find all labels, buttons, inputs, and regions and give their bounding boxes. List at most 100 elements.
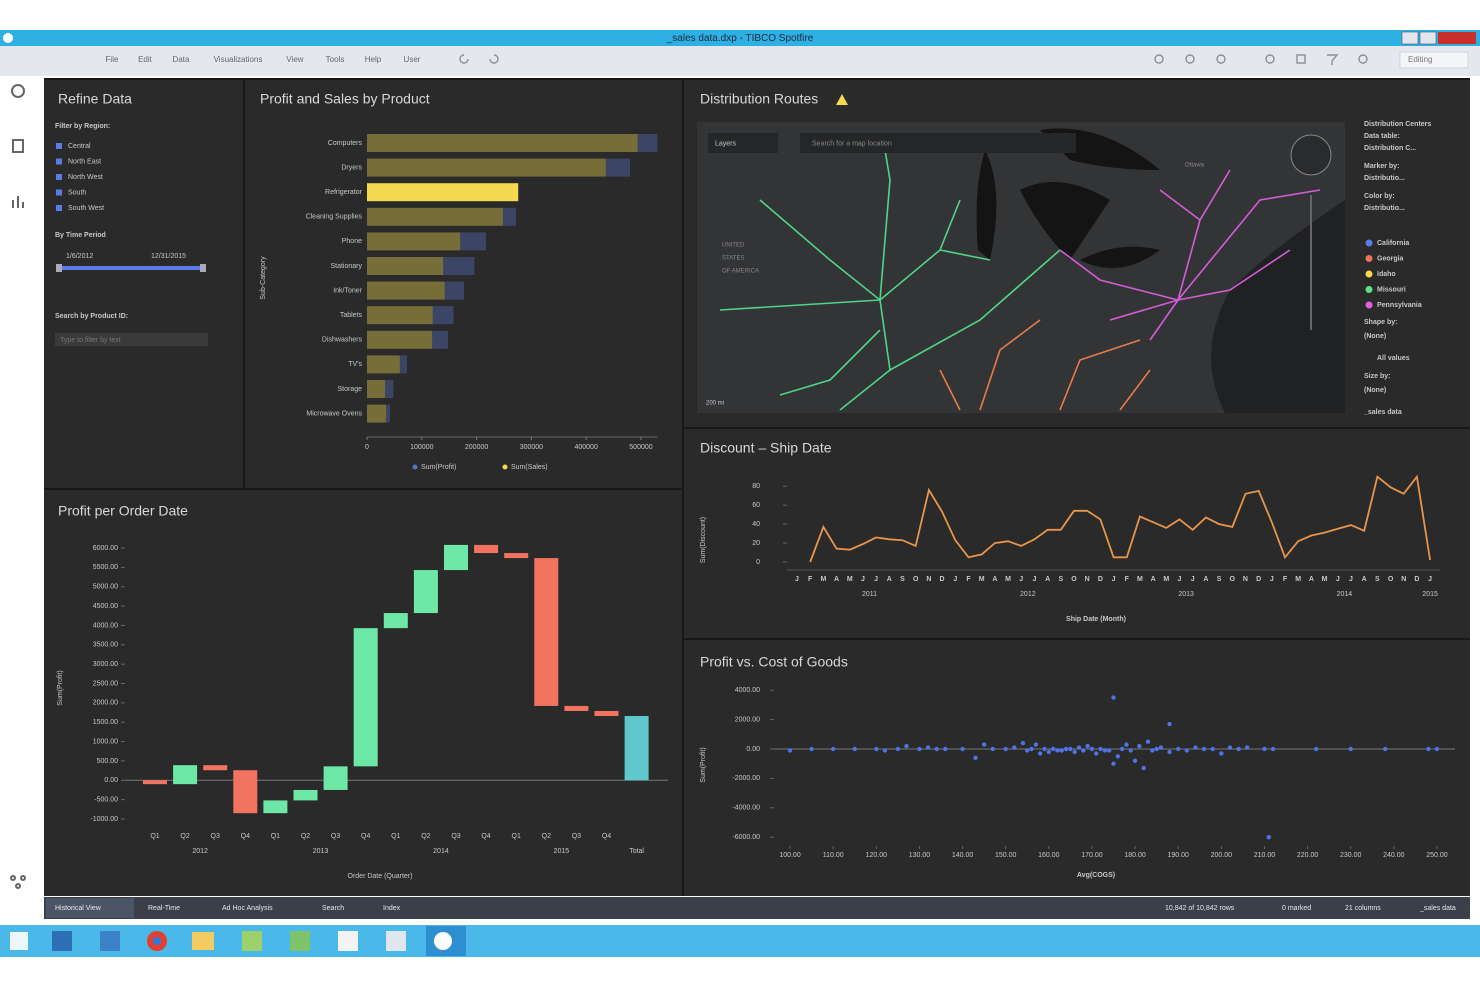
x-group-label: 2011: [862, 591, 877, 598]
side-bar: [0, 76, 40, 926]
tab[interactable]: Real-Time: [148, 905, 180, 912]
x-tick-label: D: [1098, 576, 1103, 583]
scatter-point: [960, 746, 965, 752]
scatter-point: [1081, 748, 1086, 753]
y-tick-label: Dishwashers: [322, 337, 363, 344]
x-tick-label: 240.00: [1383, 852, 1405, 859]
x-tick-label: S: [900, 576, 905, 583]
region-option: North West: [68, 174, 103, 181]
search-input[interactable]: [55, 333, 208, 346]
checkbox[interactable]: [56, 189, 62, 196]
status-item: 21 columns: [1345, 905, 1381, 912]
scatter-point: [1085, 743, 1090, 749]
scatter-point: [1314, 746, 1319, 752]
menu-item[interactable]: Edit: [138, 55, 153, 64]
y-tick-label: TV's: [348, 361, 362, 368]
scatter-point: [981, 742, 987, 747]
mode-dropdown[interactable]: [1399, 51, 1469, 69]
x-tick-label: D: [1256, 576, 1261, 583]
x-tick-label: 100000: [410, 444, 433, 451]
region-option: South West: [68, 205, 104, 212]
checkbox[interactable]: [56, 205, 62, 211]
y-tick-label: -1000.00: [90, 816, 118, 823]
x-tick-label: 180.00: [1124, 852, 1146, 859]
close-button[interactable]: [1438, 32, 1476, 44]
scatter-point: [1154, 746, 1159, 752]
region-option: South: [68, 189, 86, 196]
x-tick-label: 400000: [574, 444, 597, 451]
bar: [203, 765, 228, 771]
slider-handle[interactable]: [200, 264, 206, 272]
line-panel: [684, 429, 1470, 638]
y-tick-label: Storage: [337, 386, 362, 393]
toolbar-icons: [459, 54, 1368, 65]
x-tick-label: 140.00: [952, 852, 974, 859]
slider-handle[interactable]: [56, 264, 62, 272]
axis-label: Sum(Profit): [700, 747, 707, 782]
tab[interactable]: Ad Hoc Analysis: [222, 905, 273, 912]
menu-item[interactable]: Help: [365, 55, 382, 64]
menu-item[interactable]: Data: [173, 55, 190, 64]
y-tick-label: Microwave Ovens: [306, 410, 362, 417]
x-tick-label: N: [1401, 576, 1406, 583]
x-tick-label: J: [1270, 576, 1274, 583]
checkbox[interactable]: [56, 143, 62, 149]
map-search-placeholder: Search for a map location: [812, 140, 892, 147]
tab[interactable]: Historical View: [55, 905, 102, 912]
scatter-point: [830, 746, 836, 752]
scatter-point: [1033, 742, 1039, 747]
bar: [367, 281, 445, 300]
restore-button[interactable]: [1419, 31, 1437, 45]
tab-bar: [44, 897, 1470, 919]
x-tick-label: 0: [365, 444, 369, 451]
bar-panel: [245, 80, 682, 488]
x-group-label: 2013: [313, 848, 329, 855]
tab[interactable]: Index: [383, 905, 401, 912]
x-group-label: 2012: [1020, 591, 1036, 598]
bar: [143, 780, 167, 785]
map-label: STATES: [722, 256, 744, 262]
checkbox[interactable]: [56, 158, 62, 165]
bar: [367, 404, 387, 423]
legend-swatch: [1365, 255, 1373, 262]
scatter-point: [852, 746, 857, 752]
scatter-point: [1119, 746, 1125, 752]
checkbox[interactable]: [56, 174, 62, 180]
scatter-point: [1012, 745, 1017, 750]
bar: [502, 207, 517, 226]
map-routes: [719, 149, 1321, 411]
scatter-point: [787, 748, 793, 753]
x-group-label: 2013: [1178, 591, 1194, 598]
bar: [385, 380, 394, 398]
legend-text: All values: [1377, 355, 1410, 362]
scatter-point: [1098, 746, 1103, 752]
status-item: _sales data: [1419, 905, 1456, 912]
map-search[interactable]: [800, 133, 1076, 153]
scatter-point: [1059, 748, 1064, 753]
menu-item[interactable]: File: [106, 55, 119, 64]
menu-item[interactable]: View: [286, 55, 303, 64]
filter-label: By Time Period: [55, 232, 106, 239]
tab[interactable]: Search: [322, 905, 344, 912]
map-pan-control[interactable]: [1290, 134, 1332, 176]
y-tick-label: Refrigerator: [325, 189, 363, 196]
y-tick-label: 4000.00: [93, 622, 118, 629]
menu-item[interactable]: User: [404, 55, 421, 64]
map-label: UNITED: [722, 243, 745, 249]
x-tick-label: A: [1045, 576, 1050, 583]
layers-dropdown[interactable]: [708, 133, 778, 153]
x-tick-label: S: [1217, 576, 1222, 583]
x-tick-label: Q2: [542, 833, 551, 840]
scatter-panel: [684, 640, 1470, 896]
x-tick-label: 110.00: [823, 852, 844, 859]
menu-item[interactable]: Tools: [326, 55, 345, 64]
axis-label: Sub-Category: [260, 256, 267, 300]
scatter-point: [1025, 748, 1030, 753]
minimize-button[interactable]: [1401, 31, 1419, 45]
scatter-point: [1383, 746, 1388, 752]
menu-item[interactable]: Visualizations: [214, 55, 263, 64]
bar: [460, 232, 486, 251]
x-tick-label: Q3: [451, 833, 460, 840]
scatter-point: [1184, 748, 1190, 753]
x-tick-label: J: [953, 576, 957, 583]
